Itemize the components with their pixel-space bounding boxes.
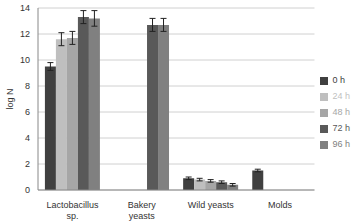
svg-text:Wild yeasts: Wild yeasts: [188, 200, 235, 210]
html-text:0 h: 0 h: [332, 75, 345, 85]
html-text:48 h: 48 h: [332, 107, 350, 117]
svg-text:log N: log N: [8, 88, 15, 109]
html-text:72 h: 72 h: [332, 123, 350, 133]
svg-text:4: 4: [25, 133, 30, 143]
svg-text:6: 6: [25, 107, 30, 117]
html-text:24 h: 24 h: [332, 91, 350, 101]
svg-text:Molds: Molds: [268, 200, 293, 210]
html-text:96 h: 96 h: [332, 139, 350, 149]
svg-text:8: 8: [25, 81, 30, 91]
svg-text:Bakeryyeasts: Bakeryyeasts: [128, 200, 157, 221]
svg-text:10: 10: [20, 55, 30, 65]
svg-text:0: 0: [25, 185, 30, 195]
svg-text:14: 14: [20, 3, 30, 13]
svg-text:2: 2: [25, 159, 30, 169]
svg-text:Lactobacillussp.: Lactobacillussp.: [47, 200, 100, 221]
svg-text:12: 12: [20, 29, 30, 39]
